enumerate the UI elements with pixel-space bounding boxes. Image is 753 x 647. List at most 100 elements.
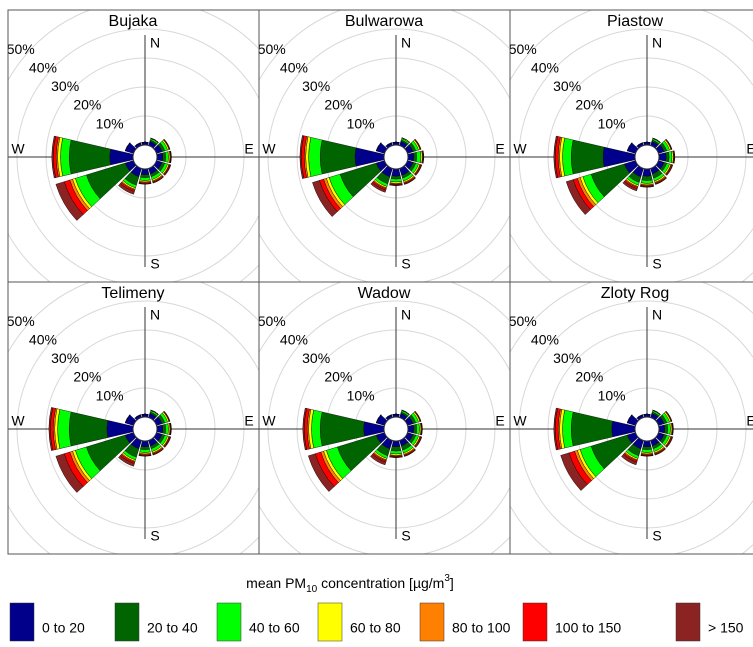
ring-label: 50% (258, 41, 286, 57)
rose-segment (140, 168, 150, 175)
rose-segment (414, 410, 422, 422)
compass-label: N (401, 35, 411, 51)
legend-label: 80 to 100 (452, 620, 511, 636)
rose-segment (139, 448, 151, 453)
rose-segment (401, 409, 410, 415)
rose-segment (48, 407, 54, 451)
rose-segment (150, 137, 159, 143)
rose-segment (55, 453, 84, 493)
rose-segment (125, 414, 131, 424)
compass-label: E (746, 141, 753, 157)
legend-swatch (9, 602, 35, 642)
legend-label: 0 to 20 (42, 620, 85, 636)
ring-label: 50% (258, 313, 286, 329)
legend-swatch (522, 602, 548, 642)
ring-label: 10% (347, 387, 375, 403)
legend-title-part: ] (450, 575, 454, 591)
rose-segment (627, 414, 633, 424)
rose-segment (156, 424, 163, 434)
rose-segment (652, 409, 661, 415)
ring-label: 40% (29, 59, 57, 75)
compass-label: W (11, 141, 25, 157)
rose-segment (138, 182, 152, 185)
rose-segment (565, 179, 591, 215)
rose-segment (139, 176, 151, 181)
rose-segment (414, 138, 422, 150)
ring-label: 40% (280, 59, 308, 75)
center-hole (383, 144, 409, 170)
rose-segment (390, 450, 402, 455)
rose-segment (390, 446, 402, 452)
rose-segment (376, 142, 382, 152)
legend-label: > 150 (708, 620, 744, 636)
rose-segment (156, 152, 163, 162)
rose-segment (170, 150, 172, 164)
rose-segment (658, 152, 667, 162)
compass-label: E (495, 413, 504, 429)
legend-swatch (114, 602, 140, 642)
center-hole (634, 416, 660, 442)
legend-label: 40 to 60 (249, 620, 300, 636)
rose-segment (666, 423, 671, 435)
panel-border (509, 281, 753, 555)
rose-segment (668, 151, 673, 163)
compass-label: S (652, 256, 661, 272)
rose-segment (673, 150, 676, 164)
panel: 10% 20% 30% 40% 50% N E S W Piastow (509, 10, 753, 282)
compass-label: S (401, 528, 410, 544)
legend-title-part: concentration [µg/m (317, 575, 444, 591)
rose-segment (162, 152, 166, 162)
panel-title: Wadow (358, 285, 411, 302)
rose-segment (164, 436, 172, 448)
compass-label: N (401, 307, 411, 323)
ring-label: 40% (280, 331, 308, 347)
legend-title: mean PM10 concentration [µg/m3] (246, 573, 454, 595)
legend-title-part: 10 (306, 584, 318, 595)
rose-segment (163, 410, 171, 422)
rose-segment (164, 164, 172, 176)
rose-segment (665, 410, 673, 422)
legend-swatch (216, 602, 242, 642)
rose-segment (302, 407, 307, 451)
ring-label: 20% (575, 369, 603, 385)
rose-segment (652, 137, 661, 143)
compass-label: S (652, 528, 661, 544)
rose-segment (170, 422, 172, 436)
rose-segment (308, 453, 335, 492)
panel-border (7, 281, 260, 555)
rose-segment (391, 440, 401, 447)
panel-title: Zloty Rog (601, 285, 669, 302)
ring-label: 20% (324, 97, 352, 113)
rose-segment (665, 151, 670, 163)
rose-segment (152, 176, 164, 184)
compass-label: S (401, 256, 410, 272)
panel-title: Piastow (607, 13, 663, 30)
ring-label: 50% (7, 41, 35, 57)
rose-segment (140, 440, 150, 447)
ring-label: 50% (509, 41, 537, 57)
center-hole (634, 144, 660, 170)
compass-label: W (513, 413, 527, 429)
rose-segment (571, 139, 605, 175)
rose-segment (152, 448, 164, 456)
ring-label: 40% (531, 59, 559, 75)
panel: 10% 20% 30% 40% 50% N E S W Wadow (258, 282, 510, 554)
ring-label: 30% (553, 350, 581, 366)
compass-label: E (495, 141, 504, 157)
rose-segment (69, 411, 109, 447)
rose-segment (57, 409, 72, 449)
ring-label: 30% (302, 350, 330, 366)
ring-label: 10% (96, 387, 124, 403)
rose-segment (422, 150, 425, 164)
rose-segment (404, 449, 416, 457)
legend-swatch (317, 602, 343, 642)
rose-segment (664, 424, 668, 434)
rose-segment (666, 164, 674, 176)
rose-segment (404, 177, 416, 185)
rose-segment (376, 414, 382, 424)
panel-border (7, 9, 260, 283)
legend-title-part: 3 (444, 573, 450, 584)
panel-border (258, 9, 511, 283)
compass-label: W (513, 141, 527, 157)
